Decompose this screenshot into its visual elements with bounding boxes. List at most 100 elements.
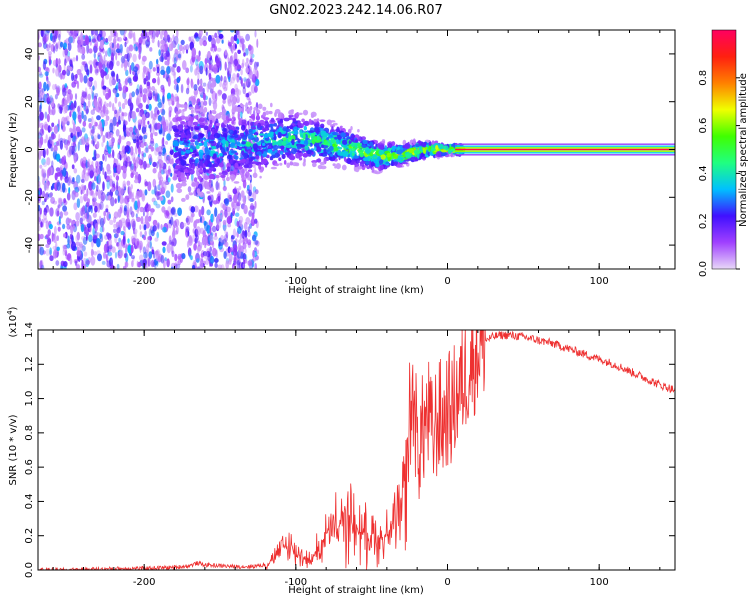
spectrogram-signal-cell	[278, 157, 282, 162]
spectrogram-signal-cell	[243, 164, 249, 168]
spectrogram-noise-cell	[129, 146, 134, 156]
spectrogram-noise-cell	[179, 221, 185, 230]
spectrogram-noise-cell	[93, 251, 97, 256]
spectrogram-noise-cell	[152, 67, 156, 72]
spectrogram-noise-cell	[160, 39, 166, 45]
spectrogram-signal-cell	[226, 166, 231, 173]
spectrogram-signal-cell	[176, 188, 183, 194]
spectrogram-noise-cell	[144, 230, 147, 237]
spectrogram-signal-cell	[216, 144, 219, 149]
spectrogram-signal-cell	[208, 179, 212, 184]
spectrogram-noise-cell	[90, 248, 94, 257]
spectrogram-noise-cell	[39, 164, 43, 169]
x-tick-label: 0	[444, 276, 450, 287]
spectrogram-noise-cell	[185, 49, 189, 54]
y-tick-label: 0.0	[24, 562, 35, 578]
spectrogram-noise-cell	[110, 257, 113, 267]
spectrogram-noise-cell	[39, 71, 43, 76]
spectrogram-noise-cell	[75, 235, 79, 242]
spectrogram-noise-cell	[149, 140, 155, 147]
spectrogram-noise-cell	[150, 146, 154, 153]
spectrogram-noise-cell	[48, 223, 53, 230]
spectrogram-noise-cell	[46, 43, 49, 49]
spectrogram-signal-cell	[215, 174, 220, 179]
spectrogram-signal-cell	[439, 143, 444, 148]
spectrogram-signal-cell	[351, 152, 355, 157]
spectrogram-signal-cell	[357, 146, 363, 149]
snr-scale-label: (x104)	[6, 306, 19, 337]
spectrogram-noise-cell	[100, 194, 105, 204]
spectrogram-signal-cell	[209, 167, 216, 171]
spectrogram-noise-cell	[154, 131, 158, 137]
spectrogram-signal-cell	[198, 142, 202, 147]
spectrogram-noise-cell	[81, 91, 87, 98]
spectrogram-noise-cell	[67, 89, 72, 95]
spectrogram-signal-cell	[310, 114, 315, 118]
spectrogram-noise-cell	[56, 235, 59, 242]
snr-xlabel: Height of straight line (km)	[288, 585, 424, 596]
spectrogram-signal-cell	[321, 144, 324, 149]
spectrogram-signal-cell	[259, 175, 262, 179]
spectrogram-noise-cell	[131, 260, 134, 268]
spectrogram-noise-cell	[120, 62, 124, 69]
spectrogram-noise-cell	[41, 92, 46, 100]
spectrogram-signal-cell	[208, 125, 212, 130]
spectrogram-signal-cell	[206, 186, 210, 190]
spectrogram-noise-cell	[159, 176, 164, 182]
spectrogram-noise-cell	[87, 206, 92, 213]
spectrogram-noise-cell	[92, 58, 98, 69]
spectrogram-noise-cell	[212, 213, 215, 222]
spectrogram-noise-cell	[92, 212, 97, 218]
spectrogram-noise-cell	[72, 189, 76, 195]
spectrogram-noise-cell	[237, 111, 240, 121]
spectrogram-noise-cell	[42, 60, 47, 70]
spectrogram-signal-cell	[206, 191, 211, 194]
spectrogram-noise-cell	[91, 182, 96, 190]
spectrogram-noise-cell	[63, 99, 68, 106]
spectrogram-noise-cell	[230, 30, 235, 33]
spectrogram-noise-cell	[224, 49, 228, 56]
spectrogram-signal-cell	[215, 113, 222, 119]
spectrogram-noise-cell	[101, 226, 105, 233]
spectrogram-noise-cell	[105, 109, 110, 115]
spectrogram-signal-cell	[234, 155, 239, 160]
spectrogram-noise-cell	[81, 169, 85, 180]
spectrogram-noise-cell	[207, 80, 212, 90]
spectrogram-noise-cell	[128, 52, 132, 60]
spectrogram-noise-cell	[204, 221, 209, 232]
spectrogram-noise-cell	[247, 226, 250, 233]
spectrogram-noise-cell	[63, 261, 68, 268]
spectrogram-noise-cell	[123, 112, 128, 117]
spectrogram-noise-cell	[66, 192, 71, 201]
spectrogram-signal-cell	[191, 182, 197, 187]
spectrogram-noise-cell	[236, 220, 240, 228]
spectrogram-signal-cell	[233, 134, 239, 139]
spectrogram-noise-cell	[176, 83, 179, 93]
spectrogram-signal-cell	[341, 164, 347, 171]
spectrogram-noise-cell	[208, 57, 213, 65]
spectrogram-signal-cell	[241, 119, 247, 125]
spectrogram-noise-cell	[152, 219, 158, 226]
spectrogram-noise-cell	[241, 62, 245, 69]
spectrogram-signal-cell	[215, 122, 221, 126]
spectrogram-noise-cell	[231, 201, 236, 212]
spectrogram-noise-cell	[157, 222, 160, 230]
spectrogram-noise-cell	[218, 33, 224, 39]
spectrogram-noise-cell	[245, 102, 249, 111]
spectrogram-noise-cell	[209, 246, 212, 253]
spectrogram-noise-cell	[236, 98, 240, 104]
spectrogram-noise-cell	[157, 40, 160, 48]
spectrogram-signal-cell	[262, 158, 268, 165]
spectrogram-noise-cell	[39, 104, 42, 113]
spectrogram-noise-cell	[144, 215, 149, 225]
spectrogram-signal-cell	[306, 149, 311, 155]
spectrogram-noise-cell	[205, 258, 209, 266]
spectrogram-noise-cell	[165, 140, 168, 145]
spectrogram-signal-cell	[429, 152, 433, 156]
spectrogram-signal-cell	[270, 126, 274, 132]
spectrogram-noise-cell	[215, 92, 218, 102]
spectrogram-noise-cell	[64, 48, 68, 56]
spectrogram-noise-cell	[222, 98, 226, 105]
spectrogram-noise-cell	[101, 30, 106, 38]
spectrogram-noise-cell	[156, 109, 160, 115]
